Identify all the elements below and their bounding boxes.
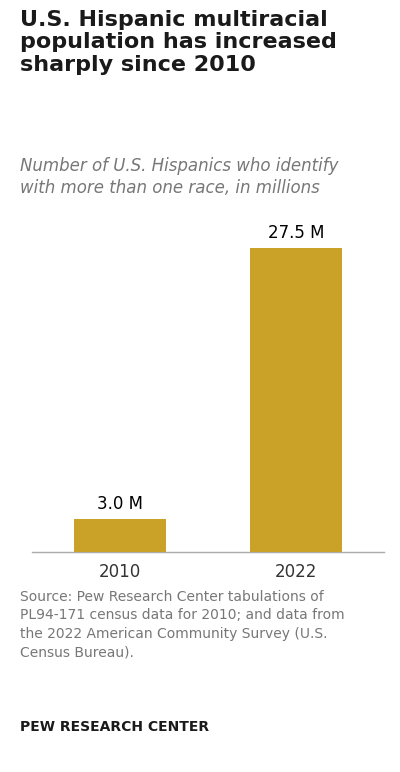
Text: Source: Pew Research Center tabulations of
PL94-171 census data for 2010; and da: Source: Pew Research Center tabulations … [20, 590, 345, 659]
Text: 27.5 M: 27.5 M [268, 224, 324, 242]
Text: Number of U.S. Hispanics who identify
with more than one race, in millions: Number of U.S. Hispanics who identify wi… [20, 157, 338, 197]
Text: 3.0 M: 3.0 M [97, 496, 143, 513]
Bar [250, 248, 342, 552]
Text: PEW RESEARCH CENTER: PEW RESEARCH CENTER [20, 720, 209, 734]
Bar [74, 519, 166, 552]
Text: U.S. Hispanic multiracial
population has increased
sharply since 2010: U.S. Hispanic multiracial population has… [20, 10, 337, 75]
